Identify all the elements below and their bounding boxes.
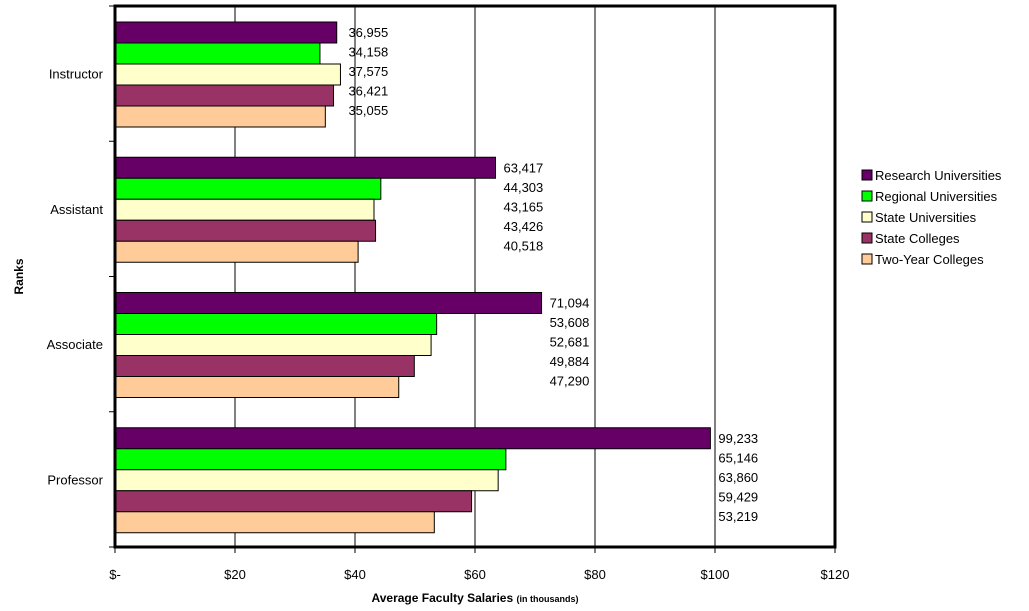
legend-swatch-state-colleges xyxy=(861,232,873,244)
data-label: 43,165 xyxy=(504,199,544,214)
bar-state-universities-assistant xyxy=(114,198,375,221)
data-label: 36,421 xyxy=(348,84,388,99)
x-tick-label: $20 xyxy=(224,567,246,582)
legend-swatch-state-universities xyxy=(861,211,873,223)
data-label: 59,429 xyxy=(718,489,758,504)
legend-swatch-two-year-colleges xyxy=(861,253,873,265)
legend-label-regional-universities: Regional Universities xyxy=(875,189,998,204)
bar-research-universities-associate xyxy=(114,292,543,314)
x-tick-label: $60 xyxy=(464,567,486,582)
bar-research-universities-instructor xyxy=(114,21,338,44)
bar-regional-universities-instructor xyxy=(114,42,321,65)
data-label: 36,955 xyxy=(348,25,388,40)
data-label: 37,575 xyxy=(348,64,388,79)
bar-research-universities-assistant xyxy=(114,156,497,179)
x-axis-title: Average Faculty Salaries (in thousands) xyxy=(372,591,579,605)
legend-swatch-regional-universities xyxy=(861,190,873,202)
bar-regional-universities-professor xyxy=(114,448,507,471)
bar-two-year-colleges-associate xyxy=(114,376,400,398)
bar-research-universities-professor xyxy=(114,427,711,450)
bar-state-colleges-associate xyxy=(114,355,415,377)
data-label: 65,146 xyxy=(718,450,758,465)
bar-state-universities-associate xyxy=(114,334,432,356)
data-label: 53,219 xyxy=(718,509,758,524)
bar-state-universities-instructor xyxy=(114,63,341,86)
data-label: 44,303 xyxy=(504,180,544,195)
data-label: 35,055 xyxy=(348,103,388,118)
bar-state-colleges-instructor xyxy=(114,84,335,107)
bar-two-year-colleges-professor xyxy=(114,511,435,534)
legend-label-two-year-colleges: Two-Year Colleges xyxy=(875,252,984,267)
data-label: 34,158 xyxy=(348,45,388,60)
bar-state-universities-professor xyxy=(114,469,499,492)
bar-state-colleges-assistant xyxy=(114,219,377,242)
bar-regional-universities-assistant xyxy=(114,177,382,200)
data-label: 53,608 xyxy=(550,315,590,330)
bar-state-colleges-professor xyxy=(114,490,473,513)
x-tick-label: $100 xyxy=(701,567,730,582)
data-label: 99,233 xyxy=(718,431,758,446)
legend-label-state-universities: State Universities xyxy=(875,210,977,225)
x-axis-title-sub: (in thousands) xyxy=(516,594,578,604)
x-tick-label: $40 xyxy=(344,567,366,582)
legend-label-state-colleges: State Colleges xyxy=(875,231,960,246)
data-label: 63,860 xyxy=(718,470,758,485)
legend-swatch-research-universities xyxy=(861,169,873,181)
data-label: 71,094 xyxy=(550,296,590,311)
data-label: 43,426 xyxy=(504,219,544,234)
y-tick-label: Instructor xyxy=(49,67,104,82)
x-tick-label: $- xyxy=(109,567,121,582)
bar-regional-universities-associate xyxy=(114,313,438,335)
x-tick-label: $120 xyxy=(821,567,850,582)
y-tick-label: Professor xyxy=(47,472,103,487)
y-tick-label: Assistant xyxy=(50,202,103,217)
data-label: 52,681 xyxy=(550,335,590,350)
y-axis-title: Ranks xyxy=(12,258,26,294)
x-axis-title-main: Average Faculty Salaries xyxy=(372,591,517,605)
bar-two-year-colleges-instructor xyxy=(114,105,326,128)
bar-two-year-colleges-assistant xyxy=(114,240,359,263)
data-label: 40,518 xyxy=(504,238,544,253)
data-label: 63,417 xyxy=(504,160,544,175)
data-label: 49,884 xyxy=(550,354,590,369)
data-label: 47,290 xyxy=(550,374,590,389)
y-tick-label: Associate xyxy=(47,337,103,352)
x-tick-label: $80 xyxy=(584,567,606,582)
legend-label-research-universities: Research Universities xyxy=(875,168,1002,183)
